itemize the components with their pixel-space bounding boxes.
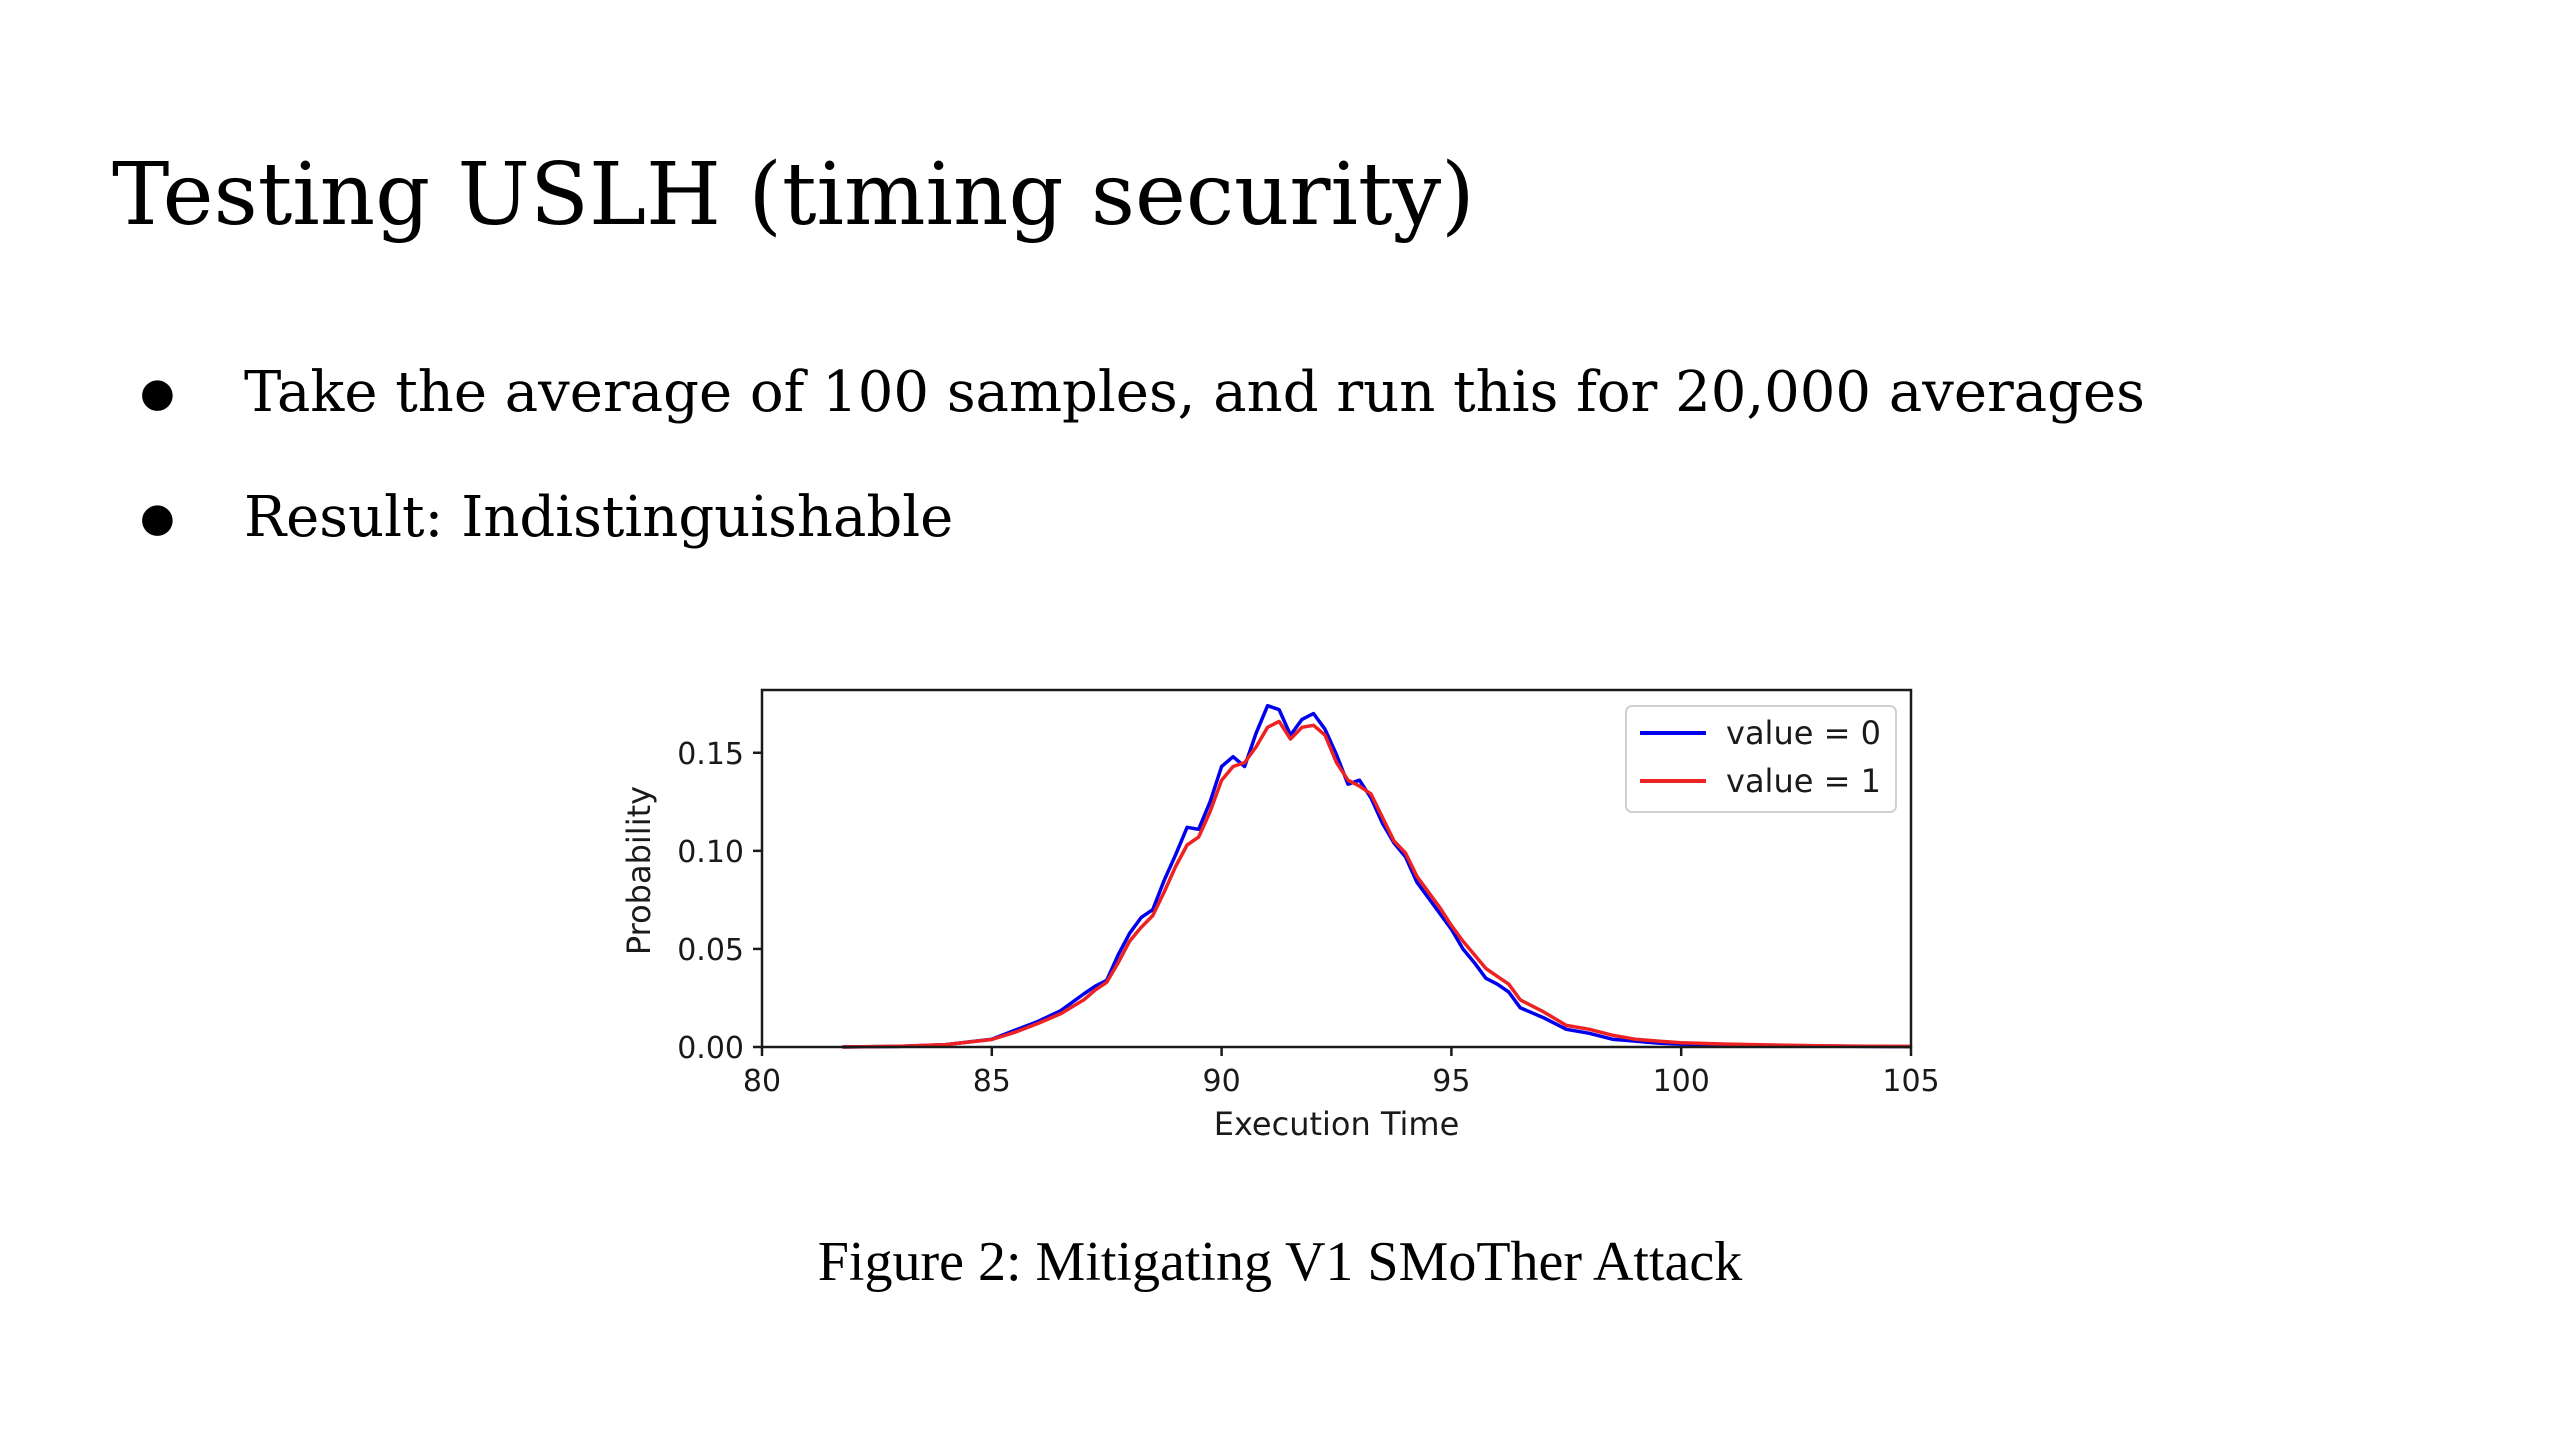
figure-caption: Figure 2: Mitigating V1 SMoTher Attack — [817, 1231, 1743, 1293]
line-chart: 80 85 90 95 100 105 0.00 0.05 0.10 0.15 Execution… — [620, 688, 1940, 1143]
chart-ticks-group: 80 85 90 95 100 105 0.00 0.05 0.10 0.15 — [677, 737, 1939, 1099]
plot-frame — [760, 688, 1913, 1049]
chart-series-group — [842, 703, 1912, 1049]
x-axis-label: Execution Time — [1214, 1105, 1460, 1143]
legend-label-value-0: value = 0 — [1726, 714, 1881, 752]
y-tick-label: 0.05 — [677, 933, 744, 968]
x-tick-label: 105 — [1882, 1064, 1939, 1099]
y-tick-label: 0.00 — [677, 1031, 744, 1066]
y-tick-label: 0.10 — [677, 835, 744, 870]
bullet-dot-icon: ● — [140, 370, 175, 416]
bullet-text: Take the average of 100 samples, and run… — [244, 360, 2145, 425]
x-tick-label: 80 — [743, 1064, 781, 1099]
y-tick-label: 0.15 — [677, 737, 744, 772]
x-tick-label: 100 — [1653, 1064, 1710, 1099]
x-tick-label: 85 — [973, 1064, 1011, 1099]
legend-label-value-1: value = 1 — [1726, 762, 1881, 800]
y-axis-label: Probability — [620, 786, 658, 955]
slide-title: Testing USLH (timing security) — [112, 145, 1475, 245]
bullet-dot-icon: ● — [140, 495, 175, 541]
chart-legend: value = 0 value = 1 — [1625, 705, 1897, 813]
bullet-text: Result: Indistinguishable — [244, 485, 954, 550]
x-tick-label: 95 — [1432, 1064, 1470, 1099]
series-line-value-1 — [842, 719, 1912, 1049]
x-tick-label: 90 — [1203, 1064, 1241, 1099]
series-line-value-0 — [842, 703, 1912, 1049]
